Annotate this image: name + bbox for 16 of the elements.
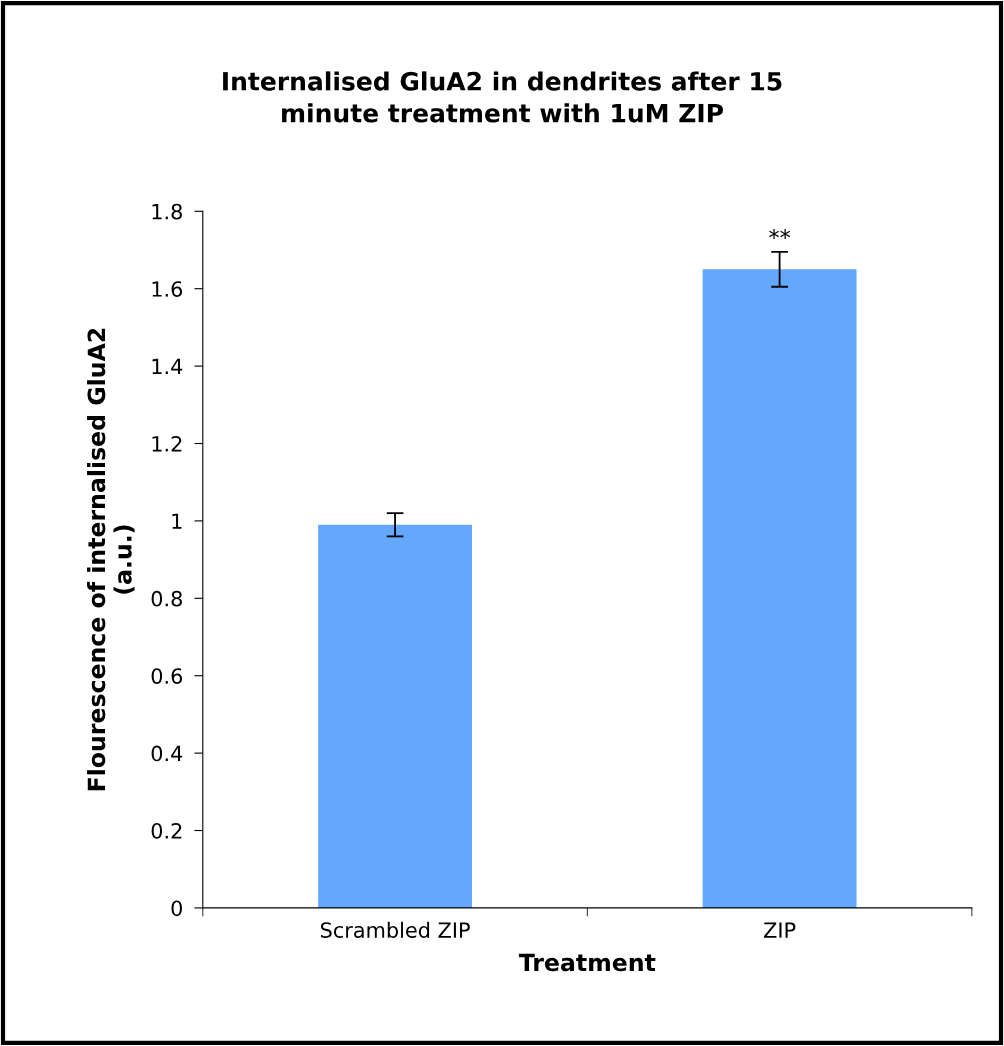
y-tick-label: 1.6 bbox=[152, 281, 183, 297]
y-tick-label: 0.8 bbox=[151, 590, 182, 607]
x-axis-title: Treatment bbox=[518, 953, 656, 972]
y-tick-label: 1.4 bbox=[152, 358, 183, 375]
y-tick-label: 0.2 bbox=[151, 822, 182, 839]
x-tick-label: Scrambled ZIP bbox=[320, 921, 470, 938]
y-tick-label: 1.2 bbox=[152, 435, 182, 452]
y-tick-label: 1 bbox=[172, 513, 182, 529]
y-axis-title: Flourescence of internalised GluA2 (a.u.) bbox=[87, 328, 135, 791]
y-tick-label: 0.4 bbox=[151, 745, 183, 762]
y-tick-label: 0.6 bbox=[151, 668, 183, 684]
annotation: ** bbox=[769, 228, 791, 240]
y-tick-label: 0 bbox=[171, 900, 182, 917]
chart-title: Internalised GluA2 in dendrites after 15 minute treatment with 1uM ZIP bbox=[223, 71, 782, 123]
x-tick-label: ZIP bbox=[764, 922, 796, 938]
y-tick-label: 1.8 bbox=[152, 203, 182, 220]
